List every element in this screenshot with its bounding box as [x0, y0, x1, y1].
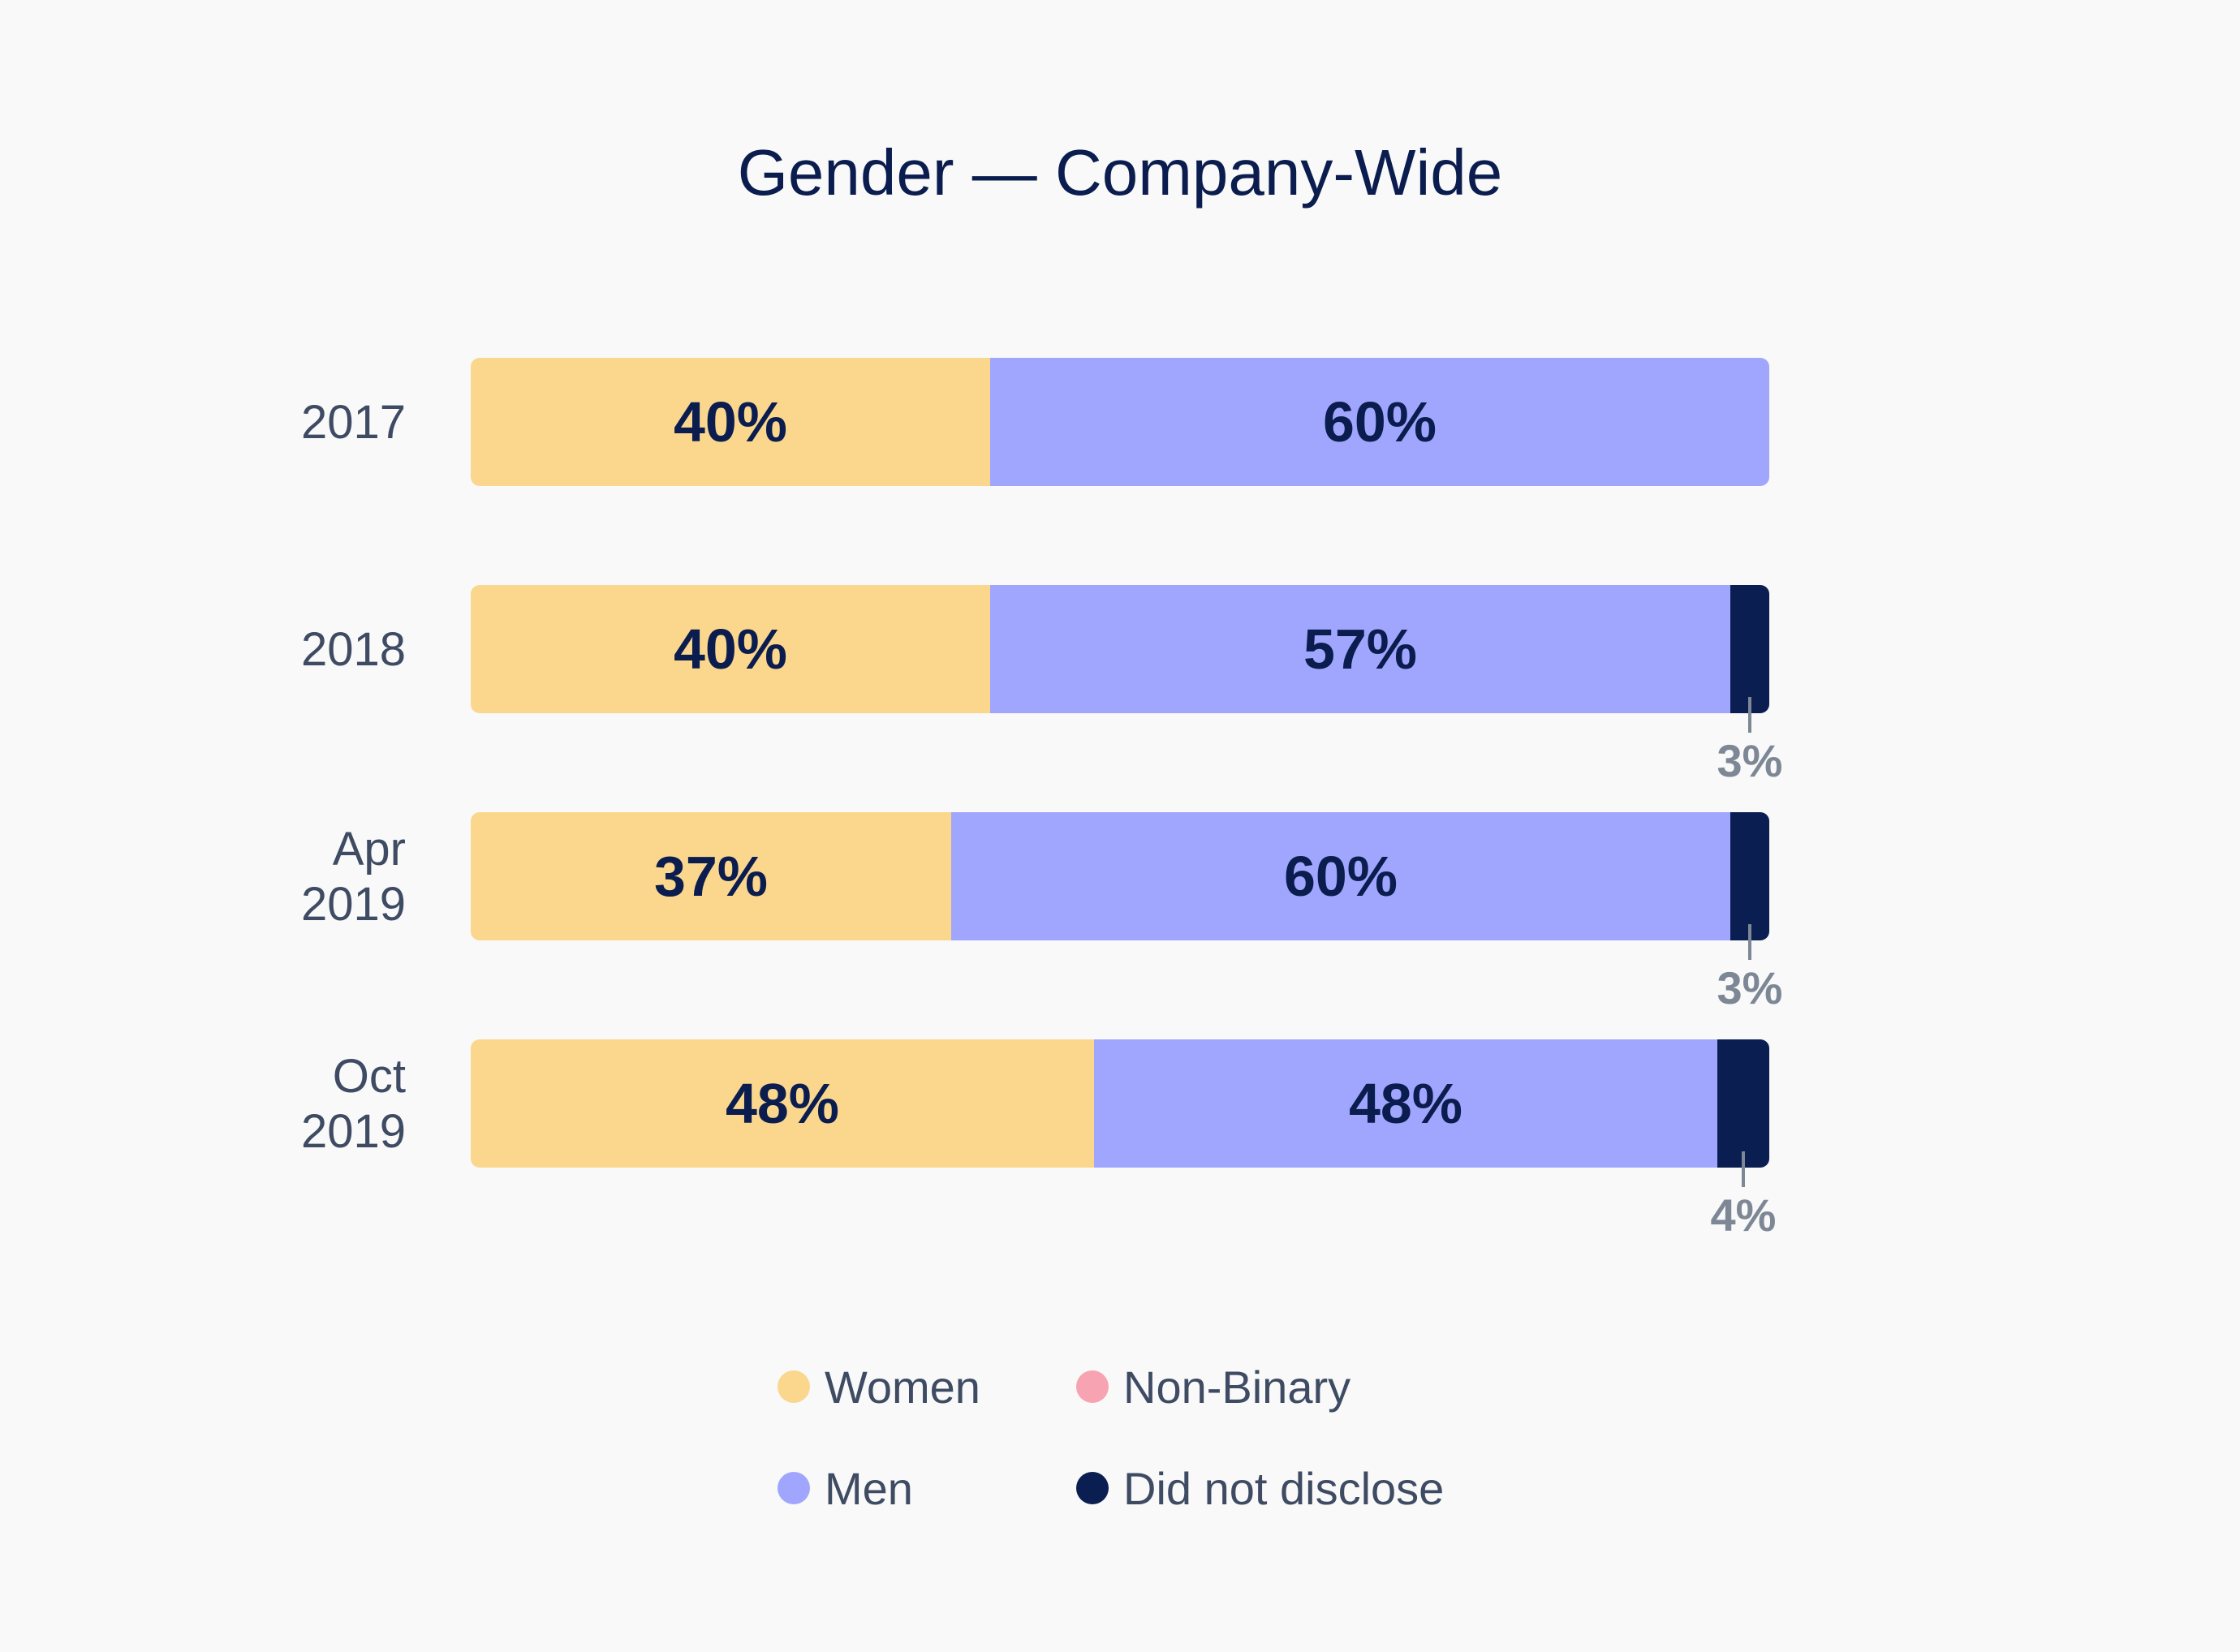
legend-label: Did not disclose: [1123, 1462, 1445, 1514]
bar-segment-women: [471, 812, 951, 940]
bar-segment-men: [990, 358, 1769, 486]
bar-small-value-label: 4%: [1711, 1190, 1777, 1241]
bar-value-label: 60%: [1323, 390, 1437, 454]
bar-value-label: 40%: [674, 617, 787, 681]
category-label: 2017: [301, 396, 406, 449]
bar-row: [471, 1039, 1769, 1168]
bar-value-label: 48%: [1349, 1072, 1462, 1135]
chart-title: Gender — Company-Wide: [738, 136, 1503, 209]
bar-segment-women: [471, 358, 990, 486]
bar-value-label: 60%: [1284, 845, 1398, 908]
legend-label: Men: [825, 1462, 913, 1514]
bar-small-value-label: 3%: [1717, 962, 1783, 1013]
legend-item-did-not-disclose: Did not disclose: [1076, 1460, 1444, 1516]
legend-item-women: Women: [778, 1358, 980, 1415]
legend-swatch: [1076, 1472, 1109, 1504]
bar-row: [471, 585, 1769, 713]
bar-segment-women: [471, 585, 990, 713]
category-label: Apr 2019: [301, 823, 406, 931]
bar-value-label: 48%: [726, 1072, 839, 1135]
bar-row: [471, 358, 1769, 486]
bar-value-label: 40%: [674, 390, 787, 454]
bar-value-label: 57%: [1303, 617, 1417, 681]
legend-swatch: [778, 1472, 810, 1504]
legend-item-men: Men: [778, 1460, 913, 1516]
bar-row: [471, 812, 1769, 940]
legend-swatch: [1076, 1370, 1109, 1403]
bar-segment-did-not-disclose: [1730, 585, 1769, 713]
bar-small-value-label: 3%: [1717, 735, 1783, 786]
category-label: Oct 2019: [301, 1050, 406, 1158]
legend-swatch: [778, 1370, 810, 1403]
bar-segment-men: [990, 585, 1730, 713]
bar-segment-women: [471, 1039, 1094, 1168]
bar-value-label: 37%: [654, 845, 768, 908]
legend-label: Women: [825, 1361, 980, 1413]
bar-segment-men: [1094, 1039, 1717, 1168]
bar-segment-men: [951, 812, 1730, 940]
bar-segment-did-not-disclose: [1717, 1039, 1769, 1168]
legend-item-non-binary: Non-Binary: [1076, 1358, 1350, 1415]
category-label: 2018: [301, 623, 406, 676]
legend-label: Non-Binary: [1123, 1361, 1351, 1413]
bar-segment-did-not-disclose: [1730, 812, 1769, 940]
